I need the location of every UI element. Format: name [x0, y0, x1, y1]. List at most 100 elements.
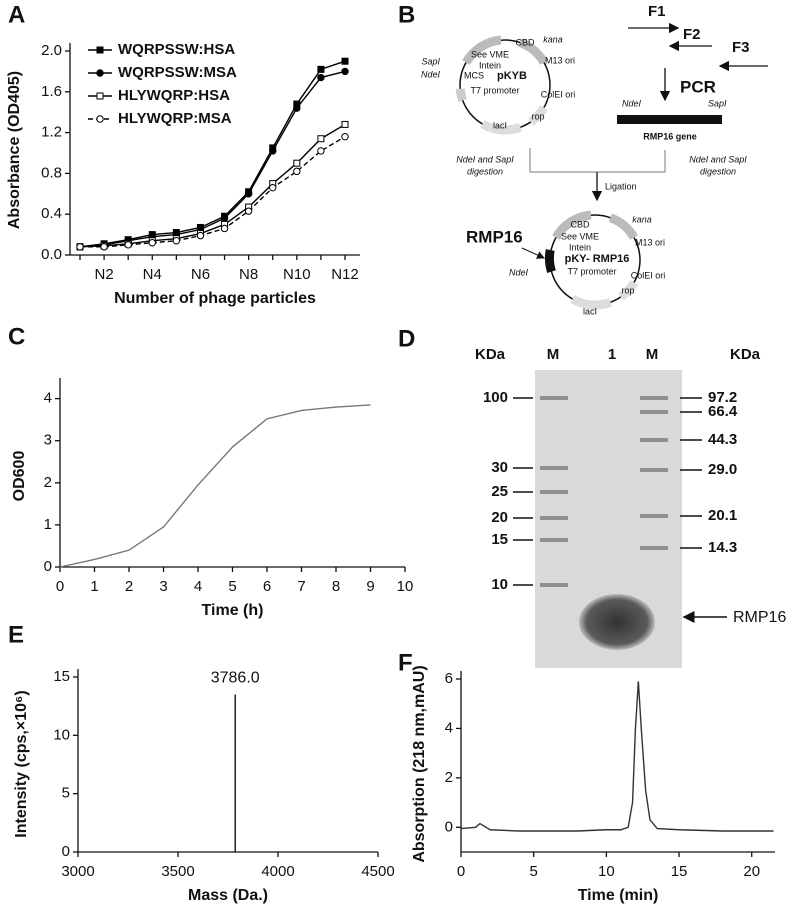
y-tick-label: 2	[445, 769, 453, 786]
panel-label: D	[398, 325, 415, 352]
marker	[269, 147, 277, 155]
feature-label: kana	[632, 214, 652, 224]
marker-label: 14.3	[708, 539, 737, 556]
feature-label: kana	[543, 34, 563, 44]
site-label: NdeI	[509, 267, 529, 277]
right-ladder: 97.2 66.4 44.3 29.0 20.1 14.3	[640, 389, 738, 556]
y-tick-label: 2	[44, 474, 52, 491]
x-axis-title: Number of phage particles	[114, 290, 316, 307]
ladder-bands	[540, 396, 568, 587]
y-tick-label: 3	[44, 432, 52, 449]
gel-header: M	[646, 346, 659, 363]
marker	[172, 237, 181, 245]
marker	[341, 132, 349, 141]
marker-ticks	[680, 397, 702, 549]
feature-label: lacI	[493, 120, 507, 130]
ligation-label: Ligation	[605, 181, 637, 191]
marker	[244, 190, 253, 198]
feature-arc	[570, 295, 612, 310]
marker	[293, 159, 301, 167]
feature-label: M13 ori	[545, 55, 575, 65]
marker	[317, 147, 325, 155]
plasmid-name: pKY- RMP16	[565, 253, 630, 265]
x-tick-label: 7	[297, 578, 305, 595]
x-tick-label: 20	[743, 863, 760, 880]
x-axis-title: Time (min)	[578, 887, 659, 904]
data-line	[79, 60, 346, 248]
y-tick-label: 1.6	[41, 83, 62, 100]
x-tick-label: 3500	[161, 863, 194, 880]
feature-arc	[462, 35, 502, 65]
marker	[76, 243, 84, 251]
y-tick-label: 0	[445, 818, 453, 835]
marker	[124, 241, 132, 249]
pcr-label: PCR	[680, 77, 716, 96]
x-tick-label: 0	[56, 578, 64, 595]
x-tick-label: 4000	[261, 863, 294, 880]
left-ladder: 100 30 25 20 15 10	[483, 389, 568, 593]
y-tick-label: 0	[44, 558, 52, 575]
feature-label: See VME	[471, 49, 509, 59]
insert-label: RMP16	[466, 227, 523, 246]
panel-label: E	[8, 621, 24, 648]
site-label: NdeI	[421, 69, 441, 79]
marker	[341, 67, 349, 76]
data-line	[80, 136, 346, 248]
feature-arc	[455, 88, 467, 102]
feature-arc	[480, 120, 522, 135]
x-tick-label: N2	[94, 266, 113, 283]
panel-label: C	[8, 323, 25, 350]
marker-label: 20.1	[708, 507, 737, 524]
x-tick-label: 2	[125, 578, 133, 595]
marker	[148, 239, 156, 247]
feature-label: CBD	[515, 37, 535, 47]
plasmid-name: pKYB	[497, 70, 527, 82]
x-axis-title: Time (h)	[202, 602, 264, 619]
insert-arc	[545, 249, 556, 273]
gel-header: M	[547, 346, 560, 363]
x-tick-label: 10	[397, 578, 414, 595]
y-tick-label: 1.2	[41, 124, 62, 141]
feature-arc	[552, 210, 592, 240]
marker	[96, 46, 104, 54]
primer-label: F1	[648, 3, 666, 20]
x-tick-label: 5	[228, 578, 236, 595]
marker	[317, 135, 325, 143]
feature-label: ColEI ori	[631, 270, 666, 280]
y-tick-label: 0.8	[41, 164, 62, 181]
marker-label: 30	[491, 459, 508, 476]
band-label: RMP16	[733, 609, 786, 626]
feature-label: See VME	[561, 231, 599, 241]
cloning-diagram: B SapI NdeI CBD See VME Intein kana M13 …	[398, 1, 768, 316]
feature-arc	[618, 280, 638, 301]
marker-ticks	[513, 397, 533, 586]
x-tick-label: 3000	[61, 863, 94, 880]
y-tick-label: 10	[53, 726, 70, 743]
x-tick-label: 4500	[361, 863, 394, 880]
feature-arc	[608, 213, 638, 240]
marker-label: 97.2	[708, 389, 737, 406]
x-tick-label: 8	[332, 578, 340, 595]
feature-label: Intein	[569, 242, 591, 252]
legend-label: WQRPSSW:HSA	[118, 41, 235, 58]
marker	[196, 231, 205, 240]
marker	[100, 243, 108, 251]
y-axis-title: OD600	[11, 451, 28, 502]
marker	[220, 224, 229, 233]
x-tick-label: 6	[263, 578, 271, 595]
marker	[341, 120, 349, 128]
x-tick-label: 9	[366, 578, 374, 595]
panel-label: A	[8, 1, 25, 28]
panel-label: B	[398, 1, 415, 28]
marker	[317, 73, 325, 82]
y-tick-label: 4	[44, 390, 52, 407]
digestion-label: digestion	[467, 166, 503, 176]
x-tick-label: N4	[143, 266, 162, 283]
x-axis-title: Mass (Da.)	[188, 887, 268, 904]
x-tick-label: N10	[283, 266, 311, 283]
marker-label: 44.3	[708, 431, 737, 448]
marker-label: 25	[491, 483, 508, 500]
site-label: NdeI	[622, 98, 642, 108]
legend-label: HLYWQRP:HSA	[118, 87, 230, 104]
